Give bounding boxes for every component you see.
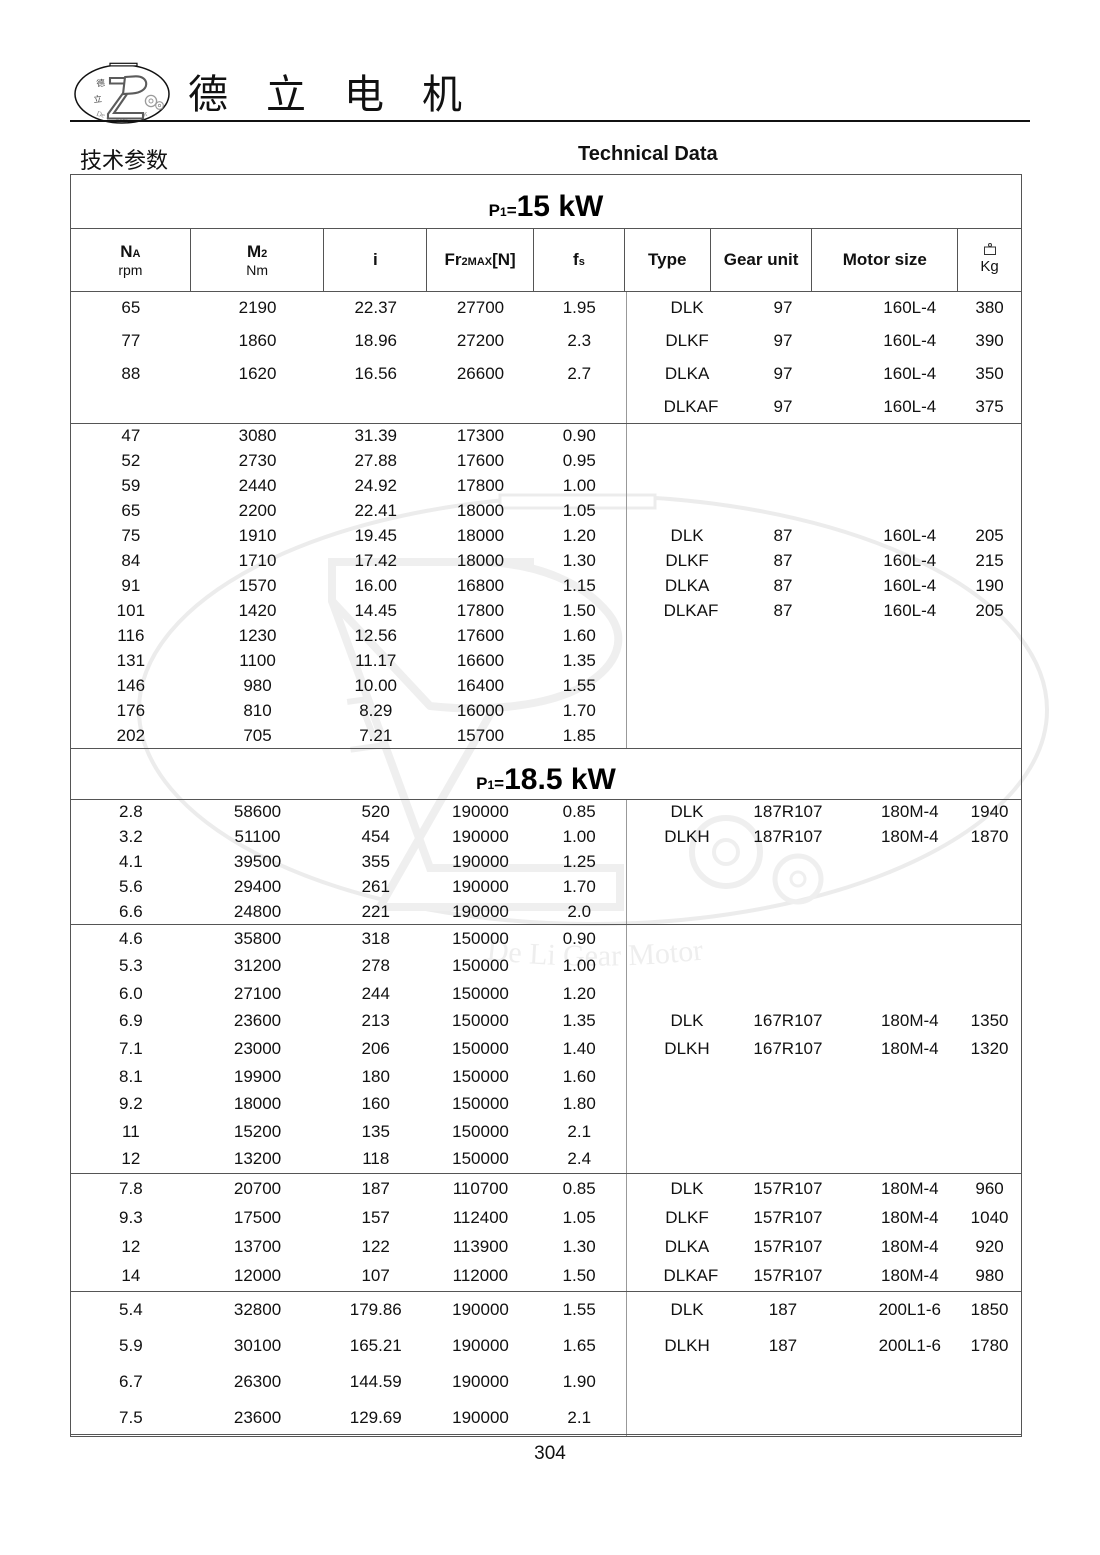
svg-text:德: 德: [96, 78, 106, 89]
svg-text:立: 立: [93, 94, 103, 105]
